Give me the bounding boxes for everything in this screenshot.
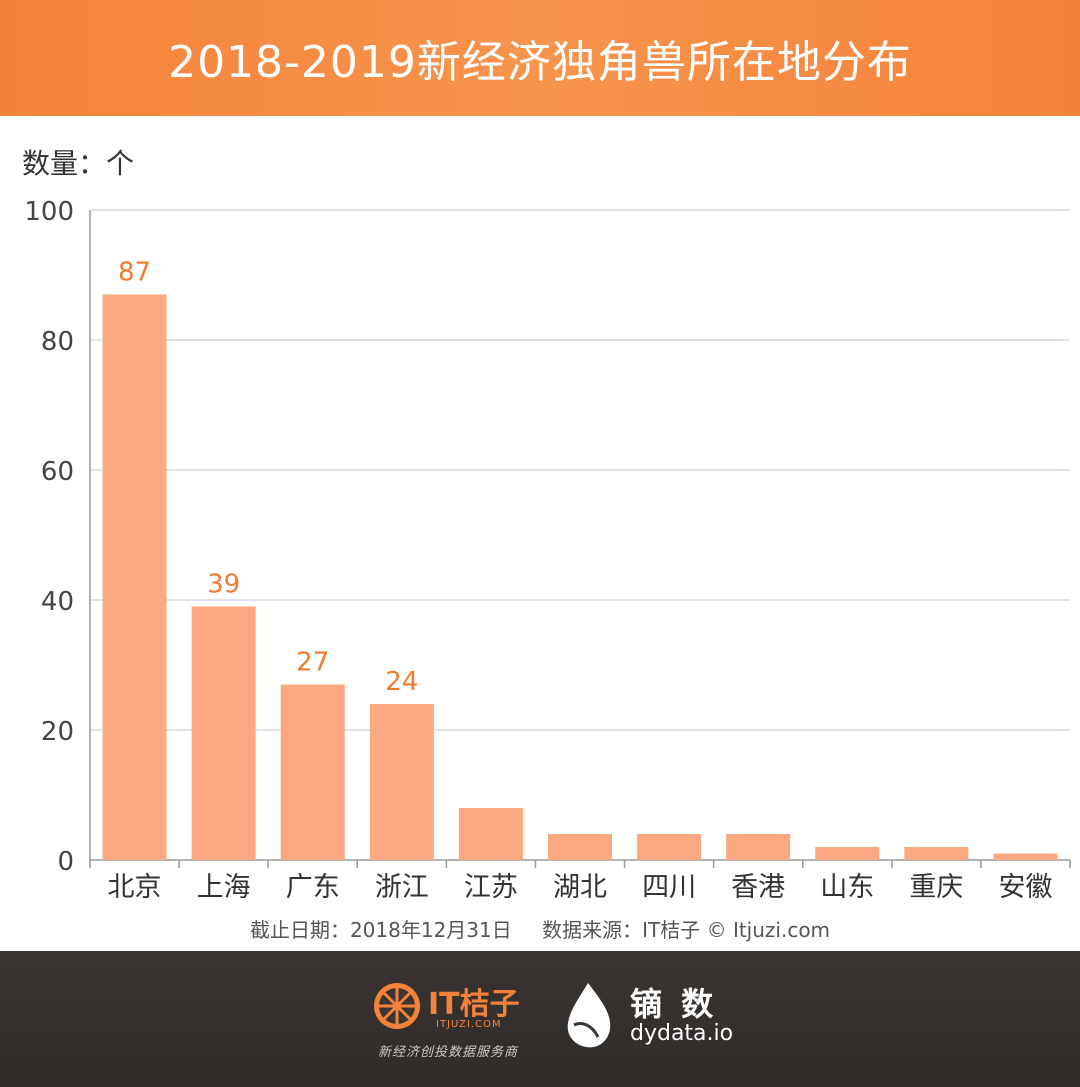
dydata-brand: 镝 数 <box>630 985 718 1023</box>
bar-广东 <box>280 684 345 860</box>
bar-上海 <box>191 606 256 860</box>
data-label: 39 <box>207 570 240 600</box>
data-label: 27 <box>296 648 329 678</box>
y-unit-label: 数量：个 <box>22 147 135 180</box>
bar-chart: 0 20 40 60 80 100 87 北京 39 上海 27 广东 24 浙江 江苏 湖北 四川 香港 山东 重庆… <box>24 197 1071 903</box>
x-tick-label: 浙江 <box>375 872 429 903</box>
y-tick-label: 0 <box>57 847 74 877</box>
x-tick-label: 湖北 <box>553 872 607 903</box>
x-tick-label: 北京 <box>108 872 162 903</box>
x-tick-label: 香港 <box>731 872 785 903</box>
orange-slice-icon <box>374 983 420 1029</box>
header-banner: 2018-2019新经济独角兽所在地分布 <box>0 0 1080 116</box>
bar-四川 <box>637 834 702 860</box>
itjuzi-logo: IT桔子 ITJUZI.COM <box>372 979 522 1039</box>
x-tick-label: 重庆 <box>909 872 963 903</box>
leaf-drop-icon <box>567 983 611 1048</box>
y-tick-label: 40 <box>41 587 74 617</box>
data-label: 87 <box>118 258 151 288</box>
dydata-logo: 镝 数 dydata.io <box>560 979 740 1059</box>
itjuzi-domain: ITJUZI.COM <box>436 1019 502 1030</box>
y-tick-label: 100 <box>24 197 74 227</box>
itjuzi-slogan: 新经济创投数据服务商 <box>378 1045 519 1060</box>
x-tick-label: 四川 <box>642 872 696 903</box>
chart-title: 2018-2019新经济独角兽所在地分布 <box>168 37 912 88</box>
y-tick-label: 60 <box>41 457 74 487</box>
bar-江苏 <box>458 808 523 860</box>
bar-山东 <box>815 847 880 860</box>
bar-香港 <box>726 834 791 860</box>
y-tick-label: 20 <box>41 717 74 747</box>
bar-湖北 <box>548 834 612 860</box>
bar-安徽 <box>993 853 1058 860</box>
itjuzi-brand: IT桔子 <box>428 987 520 1022</box>
data-label: 24 <box>385 667 418 697</box>
x-tick-label: 广东 <box>286 872 340 903</box>
x-tick-label: 上海 <box>197 872 251 903</box>
bar-浙江 <box>369 704 434 860</box>
dydata-domain: dydata.io <box>630 1021 734 1046</box>
footer-bar: IT桔子 ITJUZI.COM 新经济创投数据服务商 镝 数 dydata.io <box>0 951 1080 1087</box>
bar-重庆 <box>904 847 969 860</box>
y-tick-label: 80 <box>41 327 74 357</box>
bar-北京 <box>102 294 167 860</box>
x-tick-label: 安徽 <box>998 872 1052 903</box>
cutoff-date: 截止日期：2018年12月31日 <box>249 918 512 942</box>
data-source: 数据来源：IT桔子 © Itjuzi.com <box>542 918 831 942</box>
x-tick-label: 山东 <box>820 872 874 903</box>
x-tick-label: 江苏 <box>464 872 518 903</box>
footnote: 截止日期：2018年12月31日 数据来源：IT桔子 © Itjuzi.com <box>0 914 1080 943</box>
